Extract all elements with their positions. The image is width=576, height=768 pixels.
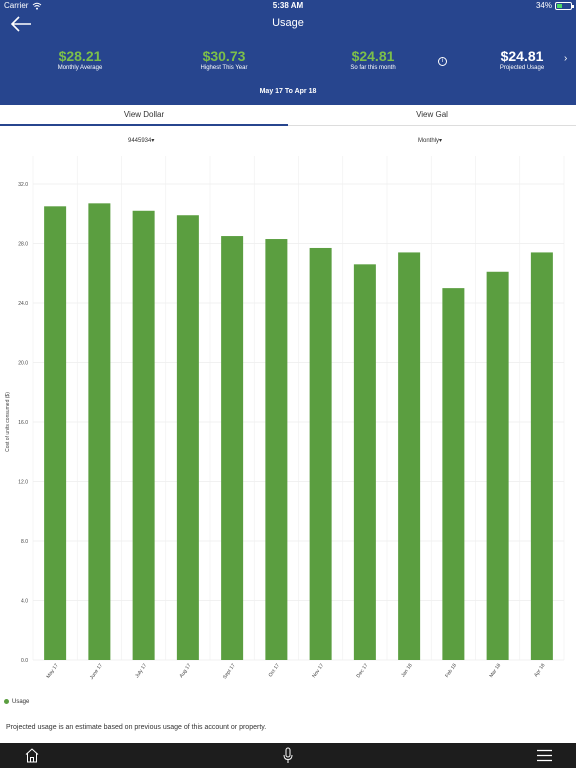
tab-view-dollar[interactable]: View Dollar xyxy=(0,105,288,126)
stat-value: $28.21 xyxy=(58,48,102,64)
stat-label: So far this month xyxy=(350,65,396,71)
bottom-nav-bar xyxy=(0,743,576,768)
bar-dec-17 xyxy=(353,264,376,660)
stat-highest-this-year: $30.73 Highest This Year xyxy=(184,48,264,72)
y-tick-label: 20.0 xyxy=(18,361,28,367)
bar-mar-18 xyxy=(486,271,509,660)
y-tick-label: 28.0 xyxy=(18,242,28,248)
bar-feb-18 xyxy=(442,288,465,660)
wifi-icon xyxy=(32,2,42,10)
hamburger-menu-icon[interactable] xyxy=(537,749,552,762)
x-tick-label: Aug 17 xyxy=(179,663,193,680)
y-tick-label: 24.0 xyxy=(18,301,28,307)
x-tick-label: June 17 xyxy=(89,663,104,681)
y-tick-label: 16.0 xyxy=(18,420,28,426)
stat-label: Projected Usage xyxy=(499,65,545,71)
y-tick-label: 8.0 xyxy=(21,539,28,545)
carrier-label: Carrier xyxy=(4,1,29,10)
back-arrow-icon[interactable] xyxy=(10,15,32,33)
legend-dot-icon xyxy=(4,699,9,704)
y-tick-label: 0.0 xyxy=(21,658,28,664)
chevron-right-icon[interactable]: › xyxy=(564,53,568,64)
bar-aug-17 xyxy=(176,215,199,661)
x-tick-label: Feb 18 xyxy=(444,663,458,679)
x-tick-label: Sept 17 xyxy=(222,663,237,681)
x-tick-label: Mar 18 xyxy=(488,663,502,679)
view-tabs: View Dollar View Gal xyxy=(0,105,576,126)
status-time: 5:38 AM xyxy=(272,1,304,10)
info-icon[interactable]: i xyxy=(438,57,447,66)
stat-value: $30.73 xyxy=(202,48,246,64)
tab-view-gal[interactable]: View Gal xyxy=(288,105,576,126)
y-axis-title: Cost of units consumed ($) xyxy=(5,392,11,452)
bar-july-17 xyxy=(132,210,155,660)
bar-sept-17 xyxy=(221,236,244,660)
y-tick-label: 4.0 xyxy=(21,599,28,605)
projected-usage-note: Projected usage is an estimate based on … xyxy=(6,724,267,731)
date-range: May 17 To Apr 18 xyxy=(259,88,317,95)
bar-apr-18 xyxy=(530,252,553,661)
stat-label: Monthly Average xyxy=(57,65,103,71)
x-tick-label: Dec 17 xyxy=(356,663,370,680)
microphone-icon[interactable] xyxy=(282,747,294,764)
bar-nov-17 xyxy=(309,247,332,660)
status-bar: Carrier 5:38 AM 34% xyxy=(0,0,576,12)
home-icon[interactable] xyxy=(24,747,40,763)
bar-oct-17 xyxy=(265,239,288,660)
stat-label: Highest This Year xyxy=(200,65,248,71)
chart-legend: Usage xyxy=(4,699,29,705)
bar-may-17 xyxy=(44,206,67,660)
x-tick-label: July 17 xyxy=(134,663,148,680)
x-tick-label: Oct 17 xyxy=(268,663,281,679)
legend-label: Usage xyxy=(12,699,30,706)
y-tick-label: 12.0 xyxy=(18,480,28,486)
x-tick-label: Jan 18 xyxy=(400,663,414,679)
page-title: Usage xyxy=(272,17,304,29)
bar-jan-18 xyxy=(398,252,421,661)
bar-june-17 xyxy=(88,203,111,660)
account-select[interactable]: 9445934▾ xyxy=(128,138,155,144)
y-tick-label: 32.0 xyxy=(18,182,28,188)
filter-selectors: 9445934▾ Monthly▾ xyxy=(0,126,576,156)
stat-projected-usage: $24.81 Projected Usage xyxy=(482,48,562,72)
period-select[interactable]: Monthly▾ xyxy=(418,138,443,144)
header: Carrier 5:38 AM 34% Usage $28.21 Monthly… xyxy=(0,0,576,105)
stat-value: $24.81 xyxy=(351,48,395,64)
x-tick-label: Apr 18 xyxy=(533,663,546,679)
stat-so-far-this-month: $24.81 So far this month xyxy=(333,48,413,72)
usage-bar-chart: 0.0 4.0 8.0 12.0 16.0 20.0 24.0 28.0 32.0 Cost of… xyxy=(5,156,565,681)
battery-percent: 34% xyxy=(535,1,552,10)
x-tick-label: Nov 17 xyxy=(311,663,325,680)
stat-value: $24.81 xyxy=(500,48,544,64)
stat-monthly-average: $28.21 Monthly Average xyxy=(40,48,120,72)
battery-icon xyxy=(555,2,574,10)
x-tick-label: May 17 xyxy=(45,663,59,680)
